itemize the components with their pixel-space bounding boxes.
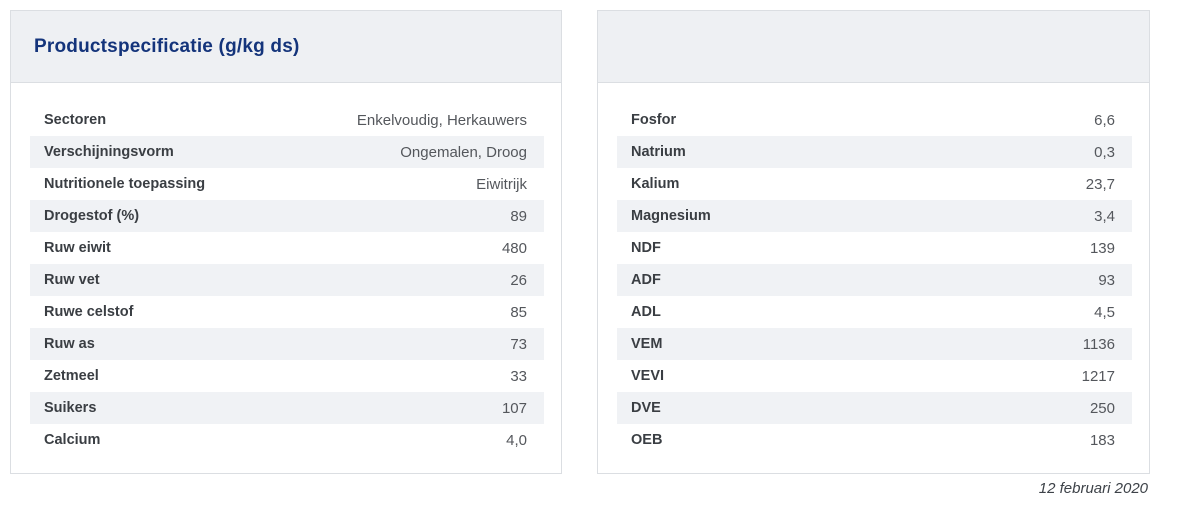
table-row: Ruw as 73 (30, 328, 544, 360)
date-label: 12 februari 2020 (1038, 480, 1148, 497)
row-label: Ruw vet (44, 272, 100, 288)
product-spec-panel-header: Productspecificatie (g/kg ds) (11, 11, 561, 83)
row-label: Calcium (44, 432, 101, 448)
row-label: Nutritionele toepassing (44, 176, 206, 192)
row-label: Sectoren (44, 112, 107, 128)
row-value: 480 (501, 239, 527, 257)
row-label: Drogestof (%) (44, 208, 140, 224)
table-row: Verschijningsvorm Ongemalen, Droog (30, 136, 544, 168)
row-label: Fosfor (631, 112, 677, 128)
row-value: 139 (1089, 239, 1115, 257)
row-label: Suikers (44, 400, 97, 416)
row-value: 1217 (1081, 367, 1115, 385)
row-value: 250 (1089, 399, 1115, 417)
row-label: VEM (631, 336, 663, 352)
row-label: Zetmeel (44, 368, 99, 384)
row-label: Ruw as (44, 336, 95, 352)
row-label: VEVI (631, 368, 665, 384)
table-row: Drogestof (%) 89 (30, 200, 544, 232)
left-spec-table: Sectoren Enkelvoudig, Herkauwers Verschi… (11, 83, 561, 456)
row-label: Verschijningsvorm (44, 144, 174, 160)
table-row: Fosfor 6,6 (617, 104, 1132, 136)
row-value: 33 (510, 367, 527, 385)
row-value: 0,3 (1094, 143, 1115, 161)
row-label: Ruwe celstof (44, 304, 134, 320)
row-label: NDF (631, 240, 661, 256)
row-value: 3,4 (1094, 207, 1115, 225)
nutrients-panel: Fosfor 6,6 Natrium 0,3 Kalium 23,7 Magne… (597, 10, 1150, 474)
table-row: OEB 183 (617, 424, 1132, 456)
table-row: Calcium 4,0 (30, 424, 544, 456)
row-value: 23,7 (1085, 175, 1115, 193)
table-row: Sectoren Enkelvoudig, Herkauwers (30, 104, 544, 136)
row-value: 6,6 (1094, 111, 1115, 129)
table-row: Kalium 23,7 (617, 168, 1132, 200)
row-label: Natrium (631, 144, 686, 160)
table-row: VEM 1136 (617, 328, 1132, 360)
row-label: Kalium (631, 176, 680, 192)
row-value: 89 (510, 207, 527, 225)
row-label: OEB (631, 432, 663, 448)
table-row: ADL 4,5 (617, 296, 1132, 328)
row-value: Ongemalen, Droog (400, 143, 527, 161)
row-value: 26 (510, 271, 527, 289)
table-row: Ruw vet 26 (30, 264, 544, 296)
row-label: Ruw eiwit (44, 240, 111, 256)
table-row: NDF 139 (617, 232, 1132, 264)
row-value: 107 (501, 399, 527, 417)
table-row: Nutritionele toepassing Eiwitrijk (30, 168, 544, 200)
row-label: DVE (631, 400, 661, 416)
table-row: Ruw eiwit 480 (30, 232, 544, 264)
table-row: Ruwe celstof 85 (30, 296, 544, 328)
row-label: Magnesium (631, 208, 711, 224)
table-row: DVE 250 (617, 392, 1132, 424)
row-value: Eiwitrijk (476, 175, 527, 193)
table-row: Natrium 0,3 (617, 136, 1132, 168)
row-label: ADL (631, 304, 661, 320)
table-row: Magnesium 3,4 (617, 200, 1132, 232)
table-row: Zetmeel 33 (30, 360, 544, 392)
row-value: 1136 (1082, 335, 1115, 353)
table-row: VEVI 1217 (617, 360, 1132, 392)
row-value: 93 (1098, 271, 1115, 289)
row-value: 85 (510, 303, 527, 321)
row-value: 4,5 (1094, 303, 1115, 321)
page-title: Productspecificatie (g/kg ds) (34, 35, 300, 57)
row-label: ADF (631, 272, 661, 288)
right-spec-table: Fosfor 6,6 Natrium 0,3 Kalium 23,7 Magne… (598, 83, 1149, 456)
row-value: 4,0 (506, 431, 527, 449)
row-value: 183 (1089, 431, 1115, 449)
table-row: ADF 93 (617, 264, 1132, 296)
table-row: Suikers 107 (30, 392, 544, 424)
row-value: Enkelvoudig, Herkauwers (356, 111, 527, 129)
nutrients-panel-header (598, 11, 1149, 83)
product-spec-panel: Productspecificatie (g/kg ds) Sectoren E… (10, 10, 562, 474)
row-value: 73 (510, 335, 527, 353)
